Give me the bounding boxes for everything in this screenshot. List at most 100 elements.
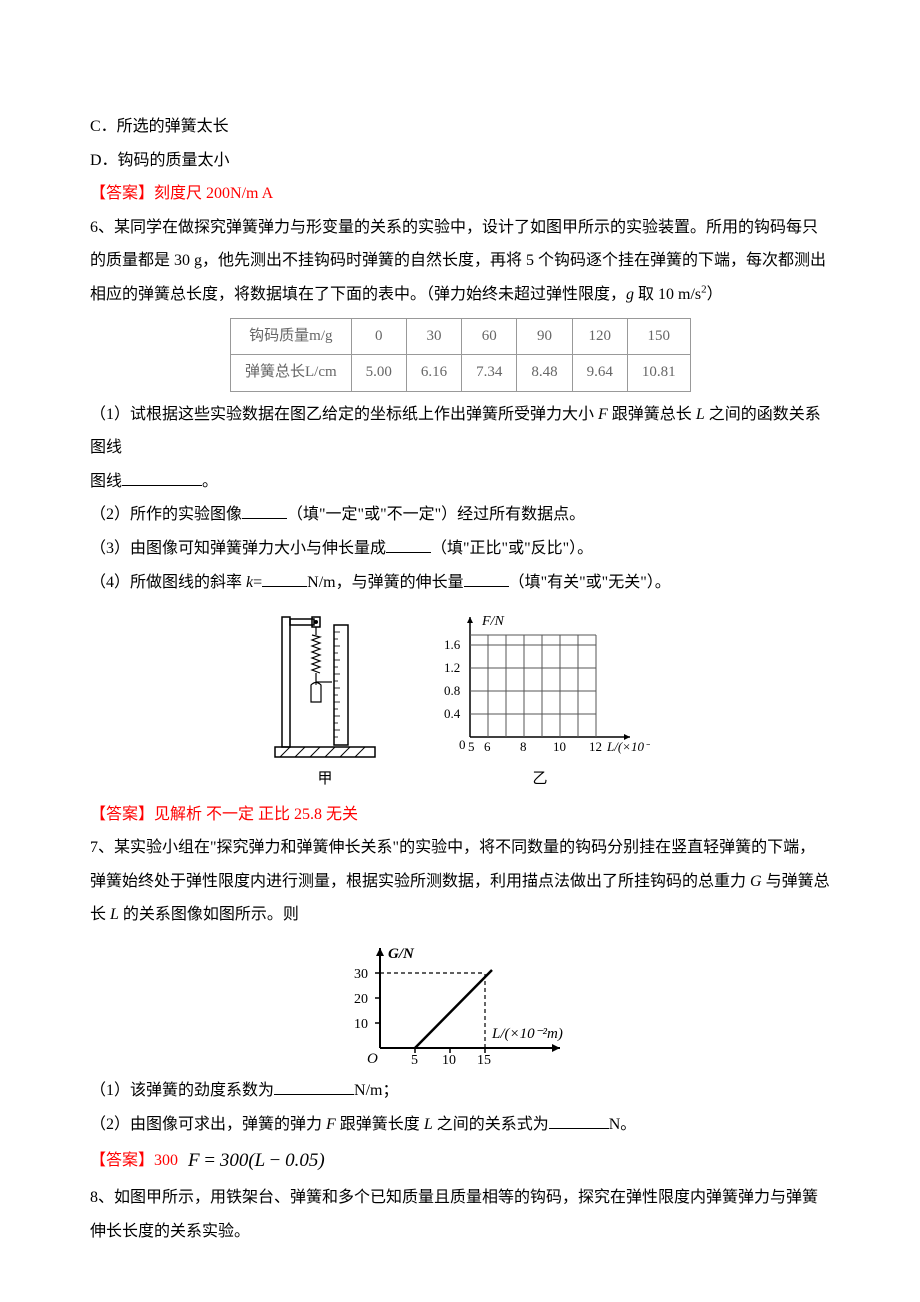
p2b: （填"一定"或"不一定"）经过所有数据点。 <box>287 506 585 523</box>
td-1: 5.00 <box>351 355 406 392</box>
q7-stem-a: 7、某实验小组在"探究弹力和弹簧伸长关系"的实验中，将不同数量的钩码分别挂在竖直… <box>90 839 815 890</box>
th-mass: 钩码质量m/g <box>231 318 352 355</box>
q7-stem-c: 的关系图像如图所示。则 <box>119 906 299 923</box>
q5-answer: 【答案】刻度尺 200N/m A <box>90 177 830 211</box>
L-symbol: L <box>696 406 705 423</box>
table-row: 弹簧总长L/cm 5.00 6.16 7.34 8.48 9.64 10.81 <box>231 355 691 392</box>
ytick-0: 0 <box>459 737 466 752</box>
p2a: （2）由图像可求出，弹簧的弹力 <box>90 1116 326 1133</box>
blank-5 <box>464 571 509 587</box>
q6-p4: （4）所做图线的斜率 k=N/m，与弹簧的伸长量（填"有关"或"无关"）。 <box>90 566 830 600</box>
th-150: 150 <box>627 318 690 355</box>
ytick-16: 1.6 <box>444 637 461 652</box>
p3b: （填"正比"或"反比"）。 <box>431 540 593 557</box>
chart-figure: F/N 1.6 1.2 0.8 0.4 0 5 6 8 10 12 L/(×10… <box>430 607 650 796</box>
origin-O: O <box>367 1051 378 1067</box>
blank-formula <box>549 1113 609 1129</box>
xtick-12: 12 <box>589 739 602 754</box>
blank-k <box>274 1079 354 1095</box>
blank-3 <box>386 537 431 553</box>
td-3: 7.34 <box>462 355 517 392</box>
th-90: 90 <box>517 318 572 355</box>
q6-p1: （1）试根据这些实验数据在图乙给定的坐标纸上作出弹簧所受弹力大小 F 跟弹簧总长… <box>90 398 830 465</box>
ytick-04: 0.4 <box>444 706 461 721</box>
p1b: N/m； <box>354 1082 398 1099</box>
th-30: 30 <box>406 318 461 355</box>
xtick-5: 5 <box>468 739 475 754</box>
ytick-10: 10 <box>354 1017 368 1032</box>
p2d: N。 <box>609 1116 637 1133</box>
ytick-12: 1.2 <box>444 660 460 675</box>
td-6: 10.81 <box>627 355 690 392</box>
td-2: 6.16 <box>406 355 461 392</box>
p2a: （2）所作的实验图像 <box>90 506 242 523</box>
p3a: （3）由图像可知弹簧弹力大小与伸长量成 <box>90 540 386 557</box>
q8-stem: 8、如图甲所示，用铁架台、弹簧和多个已知质量且质量相等的钩码，探究在弹性限度内弹… <box>90 1181 830 1248</box>
xtick-10: 10 <box>553 739 566 754</box>
th-0: 0 <box>351 318 406 355</box>
ytick-08: 0.8 <box>444 683 460 698</box>
td-4: 8.48 <box>517 355 572 392</box>
xtick-8: 8 <box>520 739 527 754</box>
q6-p3: （3）由图像可知弹簧弹力大小与伸长量成 （填"正比"或"反比"）。 <box>90 532 830 566</box>
th-120: 120 <box>572 318 627 355</box>
p1a: （1）试根据这些实验数据在图乙给定的坐标纸上作出弹簧所受弹力大小 <box>90 406 598 423</box>
answer-label: 【答案】 <box>90 806 154 823</box>
q6-figures: 甲 F/N 1.6 1.2 0.8 0.4 0 5 6 8 <box>90 607 830 796</box>
ylabel-G: G/N <box>388 946 415 962</box>
blank-4 <box>262 571 307 587</box>
L-symbol: L <box>110 906 119 923</box>
G-symbol: G <box>750 873 762 890</box>
p1b: 跟弹簧总长 <box>608 406 696 423</box>
ytick-30: 30 <box>354 967 368 982</box>
q7-p2: （2）由图像可求出，弹簧的弹力 F 跟弹簧长度 L 之间的关系式为 N。 <box>90 1108 830 1142</box>
stem-end: ） <box>707 286 723 303</box>
formula: F = 300(L − 0.05) <box>188 1141 325 1181</box>
answer-label: 【答案】 <box>90 185 154 202</box>
p2c: 之间的关系式为 <box>433 1116 549 1133</box>
answer-label: 【答案】 <box>90 1152 154 1169</box>
q6-answer-text: 见解析 不一定 正比 25.8 无关 <box>154 806 358 823</box>
xtick-5: 5 <box>411 1053 418 1068</box>
td-len: 弹簧总长L/cm <box>231 355 352 392</box>
p4a: （4）所做图线的斜率 <box>90 574 246 591</box>
L-sym: L <box>424 1116 433 1133</box>
q7-chart: G/N 30 20 10 O 5 10 15 L/(×10⁻²m) <box>340 938 580 1068</box>
answer-300: 300 <box>154 1152 178 1169</box>
xtick-10: 10 <box>442 1053 456 1068</box>
p4d: （填"有关"或"无关"）。 <box>509 574 671 591</box>
td-5: 9.64 <box>572 355 627 392</box>
p2b: 跟弹簧长度 <box>336 1116 424 1133</box>
ytick-20: 20 <box>354 992 368 1007</box>
fig1-caption: 甲 <box>270 764 380 796</box>
table-header-row: 钩码质量m/g 0 30 60 90 120 150 <box>231 318 691 355</box>
xtick-15: 15 <box>477 1053 491 1068</box>
p1a: （1）该弹簧的劲度系数为 <box>90 1082 274 1099</box>
q5-option-c: C．所选的弹簧太长 <box>90 110 830 144</box>
p1d: 。 <box>202 473 218 490</box>
q6-stem: 6、某同学在做探究弹簧弹力与形变量的关系的实验中，设计了如图甲所示的实验装置。所… <box>90 211 830 312</box>
q6-chart: F/N 1.6 1.2 0.8 0.4 0 5 6 8 10 12 L/(×10… <box>430 607 650 762</box>
q7-p1: （1）该弹簧的劲度系数为 N/m； <box>90 1074 830 1108</box>
F-symbol: F <box>598 406 608 423</box>
q6-answer: 【答案】见解析 不一定 正比 25.8 无关 <box>90 798 830 832</box>
p4b: = <box>253 574 262 591</box>
xlabel: L/(×10⁻² m) <box>606 739 650 754</box>
th-60: 60 <box>462 318 517 355</box>
xlabel-L: L/(×10⁻²m) <box>491 1026 563 1042</box>
apparatus-icon <box>270 607 380 762</box>
g-symbol: g <box>626 286 634 303</box>
q6-p2: （2）所作的实验图像 （填"一定"或"不一定"）经过所有数据点。 <box>90 498 830 532</box>
g-text: 取 10 m/s <box>634 286 701 303</box>
blank-1 <box>122 470 202 486</box>
q7-answer: 【答案】300 F = 300(L − 0.05) <box>90 1141 830 1181</box>
q6-p1-blank-line: 图线。 <box>90 465 830 499</box>
ylabel: F/N <box>481 614 504 629</box>
q7-stem: 7、某实验小组在"探究弹力和弹簧伸长关系"的实验中，将不同数量的钩码分别挂在竖直… <box>90 831 830 932</box>
q5-answer-text: 刻度尺 200N/m A <box>154 185 273 202</box>
p4c: N/m，与弹簧的伸长量 <box>307 574 463 591</box>
blank-2 <box>242 503 287 519</box>
F-sym: F <box>326 1116 336 1133</box>
apparatus-figure: 甲 <box>270 607 380 796</box>
q5-option-d: D．钩码的质量太小 <box>90 144 830 178</box>
